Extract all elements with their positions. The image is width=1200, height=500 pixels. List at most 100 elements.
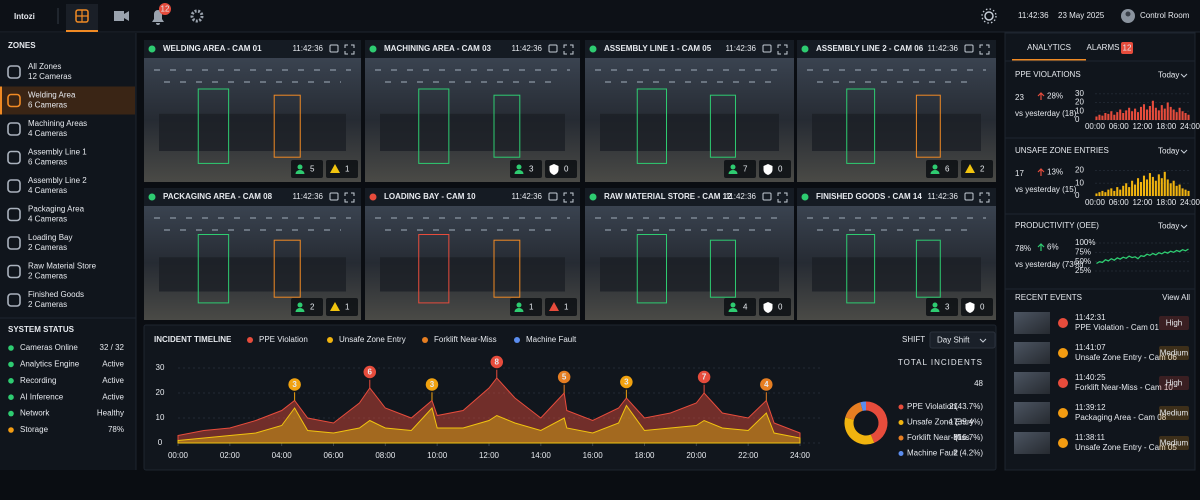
event-thumbnail[interactable] xyxy=(1014,372,1050,394)
tab-alarms[interactable]: ALARMS xyxy=(1087,43,1120,52)
nav-dashboard-icon-grid xyxy=(76,10,88,22)
people-icon xyxy=(932,302,938,308)
peak-marker[interactable] xyxy=(362,364,378,380)
total-value: 48 xyxy=(974,379,983,388)
event-thumbnail[interactable] xyxy=(1014,312,1050,334)
logo: Intozi xyxy=(14,12,35,21)
feed-ceiling-lights xyxy=(807,217,986,231)
camera-time: 11:42:36 xyxy=(725,192,756,201)
peak-marker[interactable] xyxy=(286,376,303,393)
status-dot xyxy=(8,345,14,351)
snapshot-button[interactable] xyxy=(964,44,974,53)
bar xyxy=(1163,171,1166,196)
zone-icon[interactable] xyxy=(7,264,21,279)
severity-badge xyxy=(1159,346,1189,360)
zone-camera-count: 4 Cameras xyxy=(28,186,67,195)
peak-marker[interactable] xyxy=(618,374,635,390)
zone-icon[interactable] xyxy=(7,65,21,79)
period-value[interactable]: Today xyxy=(1158,222,1179,231)
nav-bell-icon[interactable] xyxy=(152,10,164,25)
nav-settings-icon[interactable] xyxy=(190,9,204,23)
camera-name: PACKAGING AREA - CAM 08 xyxy=(163,192,273,201)
zone-name[interactable]: Welding Area xyxy=(28,91,76,100)
snapshot-button[interactable] xyxy=(762,44,772,53)
x-tick-label: 24:00 xyxy=(790,451,811,460)
zone-icon[interactable] xyxy=(7,207,21,222)
bar xyxy=(1131,180,1134,196)
user-name[interactable]: Control Room xyxy=(1140,11,1190,20)
peak-marker[interactable] xyxy=(424,376,440,393)
alert-count: 1 xyxy=(345,303,350,312)
fullscreen-button[interactable] xyxy=(563,44,574,55)
bar xyxy=(1098,192,1101,196)
zone-name[interactable]: All Zones xyxy=(28,62,61,71)
y-tick-label: 20 xyxy=(1075,98,1084,107)
event-time: 11:40:25 xyxy=(1075,373,1106,382)
zone-camera-count: 6 Cameras xyxy=(28,158,67,167)
peak-marker[interactable] xyxy=(556,369,572,385)
snapshot-button[interactable] xyxy=(329,44,339,53)
snapshot-button[interactable] xyxy=(548,44,558,53)
zone-icon[interactable] xyxy=(7,236,21,250)
shift-value[interactable]: Day Shift xyxy=(937,336,970,345)
metric-change: 13% xyxy=(1047,168,1063,177)
bar xyxy=(1104,192,1107,196)
detection-box xyxy=(915,239,941,298)
period-value[interactable]: Today xyxy=(1158,71,1179,80)
shift-dropdown[interactable] xyxy=(929,331,996,349)
camera-name: LOADING BAY - CAM 10 xyxy=(384,192,476,201)
zone-name[interactable]: Packaging Area xyxy=(28,205,85,214)
peak-count: 7 xyxy=(702,373,707,382)
zone-name[interactable]: Loading Bay xyxy=(28,233,72,242)
peak-count: 3 xyxy=(624,378,629,387)
zone-name[interactable]: Assembly Line 1 xyxy=(28,148,87,157)
zone-name[interactable]: Raw Material Store xyxy=(28,262,97,271)
zone-icon[interactable] xyxy=(7,122,21,136)
zone-name[interactable]: Machining Areas xyxy=(28,119,87,128)
legend-label: Forklift Near-Miss xyxy=(434,335,497,344)
zone-icon[interactable] xyxy=(7,93,21,108)
camera-status-dot xyxy=(589,193,597,201)
event-thumbnail[interactable] xyxy=(1014,432,1050,454)
snapshot-button[interactable] xyxy=(964,192,974,201)
bar xyxy=(1160,105,1163,120)
fullscreen-button[interactable] xyxy=(979,192,990,203)
tab-analytics[interactable]: ANALYTICS xyxy=(1027,43,1071,52)
fullscreen-button[interactable] xyxy=(344,192,355,203)
snapshot-button[interactable] xyxy=(329,192,339,201)
people-count-badge xyxy=(291,298,323,316)
event-thumbnail[interactable] xyxy=(1014,342,1050,364)
zone-name[interactable]: Assembly Line 2 xyxy=(28,176,87,185)
nav-camera-icon[interactable] xyxy=(114,11,129,21)
status-label: Cameras Online xyxy=(20,343,78,352)
feed-ceiling-lights xyxy=(595,217,784,231)
alert-count-badge xyxy=(961,160,993,178)
bar xyxy=(1175,112,1178,120)
event-time: 11:38:11 xyxy=(1075,433,1106,442)
detection-box xyxy=(709,94,736,158)
fullscreen-button[interactable] xyxy=(777,44,788,55)
fullscreen-button[interactable] xyxy=(777,192,788,203)
breakdown-percent: (16.7%) xyxy=(955,433,983,442)
snapshot-button[interactable] xyxy=(762,192,772,201)
peak-marker[interactable] xyxy=(758,376,775,393)
zone-icon[interactable] xyxy=(7,150,21,165)
peak-marker[interactable] xyxy=(696,369,712,385)
fullscreen-button[interactable] xyxy=(344,44,355,55)
bar xyxy=(1187,190,1190,196)
period-value[interactable]: Today xyxy=(1158,147,1179,156)
event-icon xyxy=(1058,408,1068,418)
peak-marker[interactable] xyxy=(489,354,505,370)
snapshot-button[interactable] xyxy=(548,192,558,201)
fullscreen-button[interactable] xyxy=(563,192,574,203)
zone-icon[interactable] xyxy=(7,293,21,307)
bar xyxy=(1160,178,1163,196)
bar xyxy=(1139,182,1143,196)
zone-name[interactable]: Finished Goods xyxy=(28,290,84,299)
theme-toggle-icon[interactable] xyxy=(984,11,994,21)
zone-icon[interactable] xyxy=(7,179,21,193)
peak-count: 6 xyxy=(368,368,373,377)
fullscreen-button[interactable] xyxy=(979,44,990,55)
event-thumbnail[interactable] xyxy=(1014,402,1050,424)
view-all-link[interactable]: View All xyxy=(1162,293,1190,302)
